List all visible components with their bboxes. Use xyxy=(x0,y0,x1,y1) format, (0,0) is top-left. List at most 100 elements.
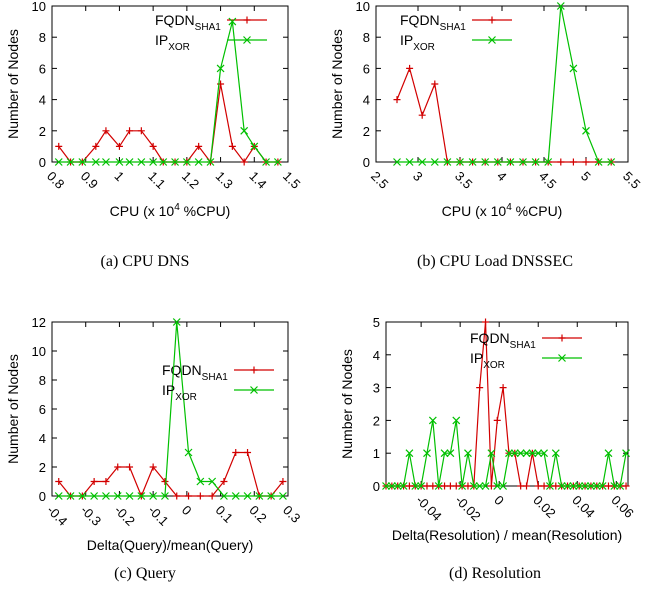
x-tick-label: 0 xyxy=(491,492,507,508)
y-tick-label: 8 xyxy=(39,30,46,45)
data-point-fqdn xyxy=(441,482,449,490)
data-point-ip xyxy=(137,492,146,500)
x-tick-label: 1.3 xyxy=(213,168,236,191)
figure-caption: (a) CPU DNS xyxy=(101,253,190,270)
data-point-ip xyxy=(54,158,63,166)
data-point-fqdn xyxy=(195,142,203,150)
data-point-ip xyxy=(557,482,566,490)
data-point-ip xyxy=(399,482,408,490)
data-point-ip xyxy=(243,492,252,500)
y-tick-label: 6 xyxy=(39,61,46,76)
legend-marker-ip xyxy=(243,36,251,44)
chart-panel-1: 0 2 4 6 8 10 0.8 0.9 1 1.1 1.2 1.3 1.4 1.5 Number of N… xyxy=(5,0,303,270)
figure-caption: (d) Resolution xyxy=(449,565,541,582)
data-point-ip xyxy=(66,492,75,500)
data-point-ip xyxy=(594,158,603,166)
data-point-fqdn xyxy=(582,158,590,166)
data-point-ip xyxy=(149,158,158,166)
data-point-fqdn xyxy=(208,492,216,500)
data-point-ip xyxy=(91,158,100,166)
data-point-ip xyxy=(616,482,625,490)
data-point-fqdn xyxy=(622,482,630,490)
legend-marker-ip xyxy=(250,386,258,394)
plot-frame xyxy=(385,321,629,487)
data-point-ip xyxy=(607,158,616,166)
data-point-ip xyxy=(556,2,565,10)
y-axis-label: Number of Nodes xyxy=(339,349,355,459)
data-point-fqdn xyxy=(429,482,437,490)
x-tick-label: -0.3 xyxy=(78,502,104,528)
data-point-ip xyxy=(250,142,259,151)
data-point-ip xyxy=(499,482,508,490)
data-point-ip xyxy=(575,482,584,490)
data-point-ip xyxy=(216,64,225,73)
data-point-ip xyxy=(546,482,554,490)
x-tick-label: 0.06 xyxy=(608,492,637,521)
data-point-ip xyxy=(582,126,590,135)
data-point-ip xyxy=(522,449,531,458)
data-point-fqdn xyxy=(423,482,431,490)
data-point-ip xyxy=(487,449,496,458)
data-point-ip xyxy=(387,482,396,490)
data-point-fqdn xyxy=(92,142,100,150)
y-tick-label: 4 xyxy=(373,348,380,363)
data-point-ip xyxy=(228,17,237,26)
x-tick-label: 2.5 xyxy=(368,168,391,191)
legend-label-fqdn: FQDNSHA1 xyxy=(155,12,221,33)
data-point-ip xyxy=(598,482,607,490)
data-point-ip xyxy=(475,482,484,490)
data-point-ip xyxy=(468,158,477,166)
data-point-ip xyxy=(519,158,527,166)
chart-panel-4: 0 1 2 3 4 5 -0.04 -0.02 0 0.02 0.04 0.06 Number of N… xyxy=(339,315,637,582)
data-point-ip xyxy=(569,64,578,73)
x-tick-label: 0.04 xyxy=(569,492,598,521)
data-point-ip xyxy=(544,158,553,166)
data-point-ip xyxy=(586,482,595,490)
data-point-ip xyxy=(405,158,414,166)
x-tick-label: 1.4 xyxy=(246,168,269,191)
data-point-ip xyxy=(172,318,181,326)
data-point-fqdn xyxy=(149,463,157,471)
data-point-fqdn xyxy=(228,142,236,150)
data-point-ip xyxy=(528,449,537,458)
legend-label-fqdn: FQDNSHA1 xyxy=(162,362,228,383)
y-tick-label: 8 xyxy=(363,30,370,45)
data-point-fqdn xyxy=(540,482,548,490)
y-tick-label: 2 xyxy=(39,460,46,475)
data-point-ip xyxy=(273,158,282,166)
legend-label-ip: IPXOR xyxy=(162,382,197,403)
data-point-ip xyxy=(440,449,449,458)
legend-marker-fqdn xyxy=(488,16,496,24)
data-point-ip xyxy=(125,492,134,500)
x-tick-label: 0.2 xyxy=(246,502,269,525)
y-tick-label: 6 xyxy=(39,402,46,417)
y-axis-label: Number of Nodes xyxy=(5,354,21,464)
data-point-ip xyxy=(66,158,75,166)
data-point-ip xyxy=(113,492,122,500)
data-point-ip xyxy=(540,449,549,458)
data-point-ip xyxy=(78,492,87,500)
data-point-ip xyxy=(149,492,158,500)
data-point-fqdn xyxy=(393,96,401,104)
y-tick-label: 0 xyxy=(363,155,370,170)
data-point-ip xyxy=(54,492,63,500)
data-point-ip xyxy=(506,158,515,166)
data-point-fqdn xyxy=(534,482,542,490)
figure-caption: (b) CPU Load DNSSEC xyxy=(417,253,573,270)
series-line-ip xyxy=(397,5,612,163)
data-point-ip xyxy=(393,158,401,166)
data-point-ip xyxy=(423,449,431,458)
data-point-fqdn xyxy=(90,478,98,485)
data-point-fqdn xyxy=(185,492,193,500)
x-tick-label: 5 xyxy=(578,168,594,184)
legend-label-ip: IPXOR xyxy=(470,350,505,371)
data-point-ip xyxy=(220,492,228,500)
data-point-fqdn xyxy=(517,482,525,490)
y-axis-label: Number of Nodes xyxy=(5,29,21,139)
x-tick-label: 4 xyxy=(494,168,510,184)
data-point-ip xyxy=(551,449,560,458)
x-axis-label: CPU (x 104 %CPU) xyxy=(442,202,563,219)
data-point-ip xyxy=(102,492,110,500)
data-point-fqdn xyxy=(552,482,560,490)
data-point-ip xyxy=(418,158,427,166)
